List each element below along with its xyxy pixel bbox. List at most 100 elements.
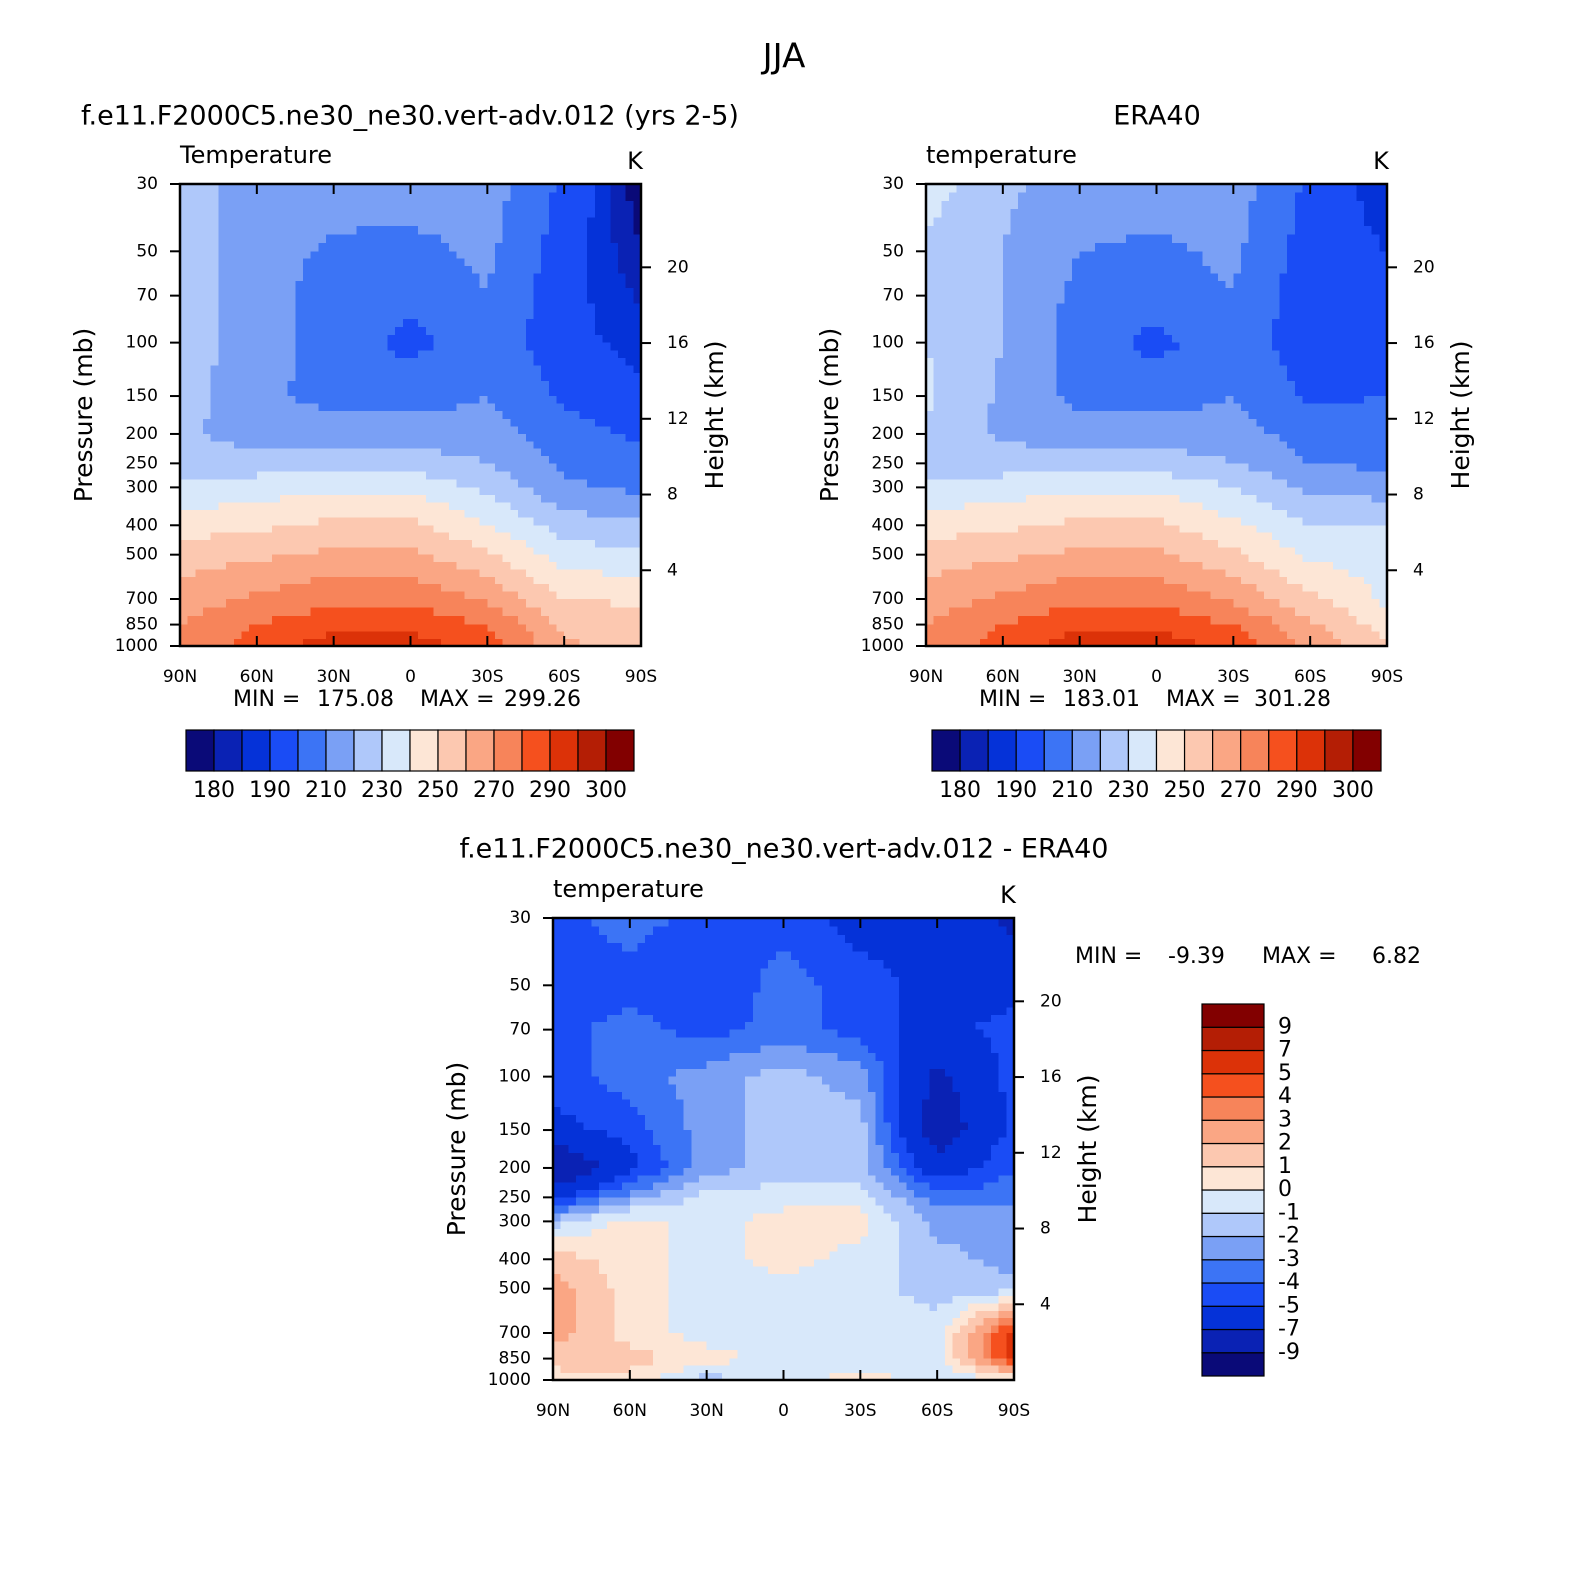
contour-cell xyxy=(587,525,596,534)
contour-cell xyxy=(625,380,634,390)
contour-cell xyxy=(1102,266,1111,275)
contour-cell xyxy=(502,396,511,405)
contour-cell xyxy=(249,273,258,282)
contour-cell xyxy=(1287,266,1296,275)
contour-cell xyxy=(372,569,381,578)
contour-cell xyxy=(318,624,327,633)
contour-cell xyxy=(310,584,319,593)
contour-cell xyxy=(1325,266,1334,275)
contour-cell xyxy=(518,502,527,511)
contour-cell xyxy=(610,258,619,267)
contour-cell xyxy=(310,396,319,405)
contour-cell xyxy=(180,599,189,609)
contour-cell xyxy=(441,448,450,457)
contour-cell xyxy=(510,418,519,427)
contour-cell xyxy=(1294,311,1304,320)
contour-cell xyxy=(610,373,619,382)
contour-cell xyxy=(180,280,189,289)
contour-cell xyxy=(187,441,196,450)
contour-cell xyxy=(579,631,588,640)
contour-cell xyxy=(387,403,396,412)
contour-cell xyxy=(617,569,627,578)
contour-cell xyxy=(1202,288,1211,297)
contour-cell xyxy=(617,380,627,390)
contour-cell xyxy=(1156,319,1165,328)
contour-cell xyxy=(1333,217,1342,227)
contour-cell xyxy=(302,295,312,305)
contour-cell xyxy=(379,418,389,427)
contour-cell xyxy=(302,599,312,609)
contour-cell xyxy=(379,510,389,519)
contour-cell xyxy=(972,342,981,351)
contour-cell xyxy=(295,184,304,194)
contour-cell xyxy=(318,463,327,472)
contour-cell xyxy=(633,517,642,526)
contour-cell xyxy=(264,591,273,600)
contour-cell xyxy=(1156,266,1165,275)
contour-cell xyxy=(356,487,365,496)
contour-cell xyxy=(972,226,981,236)
contour-cell xyxy=(525,463,535,472)
contour-cell xyxy=(349,554,358,563)
contour-cell xyxy=(479,266,488,275)
contour-cell xyxy=(410,591,419,600)
contour-cell xyxy=(1317,242,1327,252)
contour-cell xyxy=(264,266,273,275)
contour-cell xyxy=(448,288,458,297)
contour-cell xyxy=(1141,326,1150,336)
contour-cell xyxy=(279,200,289,210)
contour-cell xyxy=(579,234,588,244)
contour-cell xyxy=(518,334,527,344)
contour-cell xyxy=(226,448,235,457)
contour-cell xyxy=(1064,357,1073,367)
contour-cell xyxy=(379,433,389,442)
contour-cell xyxy=(1210,184,1219,194)
contour-cell xyxy=(379,388,389,397)
contour-cell xyxy=(633,547,642,556)
contour-cell xyxy=(1010,251,1019,260)
contour-cell xyxy=(471,532,481,541)
contour-cell xyxy=(579,209,588,219)
contour-cell xyxy=(633,288,642,297)
contour-cell xyxy=(587,288,596,297)
contour-cell xyxy=(502,607,511,617)
contour-cell xyxy=(633,569,642,578)
contour-cell xyxy=(548,471,558,480)
contour-cell xyxy=(1025,192,1035,202)
contour-cell xyxy=(1048,251,1058,260)
contour-cell xyxy=(510,403,519,412)
contour-cell xyxy=(441,562,450,571)
contour-cell xyxy=(471,226,481,236)
contour-cell xyxy=(233,525,243,534)
contour-cell xyxy=(1371,217,1380,227)
colorbar-box xyxy=(465,729,495,772)
contour-cell xyxy=(364,441,373,450)
contour-cell xyxy=(318,448,327,457)
contour-cell xyxy=(448,479,458,488)
contour-cell xyxy=(395,471,404,480)
contour-cell xyxy=(518,487,527,496)
contour-cell xyxy=(1287,334,1296,344)
contour-cell xyxy=(456,426,465,435)
contour-cell xyxy=(972,234,981,244)
contour-cell xyxy=(510,631,519,640)
contour-cell xyxy=(387,258,396,267)
contour-cell xyxy=(395,624,404,633)
contour-cell xyxy=(625,388,634,397)
contour-cell xyxy=(579,217,588,227)
contour-cell xyxy=(1018,311,1027,320)
contour-cell xyxy=(479,539,488,548)
contour-cell xyxy=(410,319,419,328)
contour-cell xyxy=(372,487,381,496)
contour-cell xyxy=(256,502,266,511)
contour-cell xyxy=(1233,311,1242,320)
contour-cell xyxy=(987,350,996,359)
contour-cell xyxy=(1379,334,1388,344)
contour-cell xyxy=(1256,319,1265,328)
contour-cell xyxy=(502,380,511,390)
contour-cell xyxy=(1225,217,1234,227)
contour-cell xyxy=(395,280,404,289)
contour-cell xyxy=(1325,209,1334,219)
contour-cell xyxy=(279,311,289,320)
contour-cell xyxy=(241,502,250,511)
